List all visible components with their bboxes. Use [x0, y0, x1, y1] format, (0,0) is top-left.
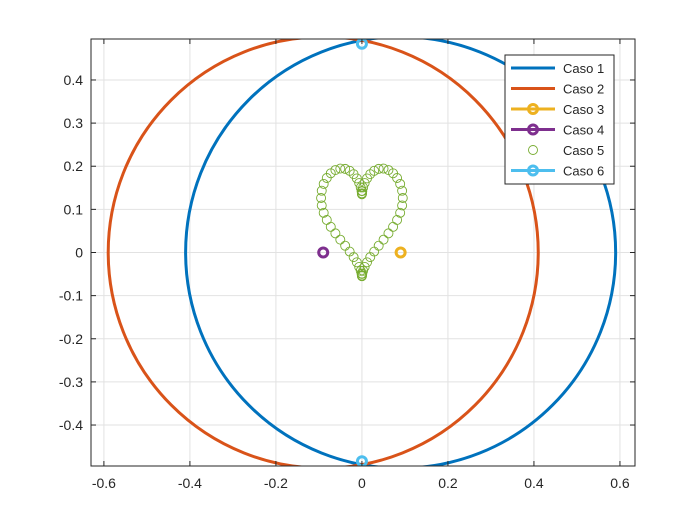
caso-5-point — [335, 234, 346, 245]
legend: Caso 1 Caso 2 Caso 3 Caso 4 Caso 5 Caso 6 — [504, 54, 615, 185]
caso-5-point — [335, 163, 346, 174]
caso-5-point — [397, 200, 408, 211]
legend-label-caso-6: Caso 6 — [563, 164, 604, 179]
y-tick-label: -0.1 — [59, 288, 83, 304]
y-tick-label: -0.4 — [59, 417, 83, 433]
legend-label-caso-1: Caso 1 — [563, 61, 604, 76]
x-tick-label: 0.6 — [610, 475, 630, 491]
caso-5-point — [378, 234, 389, 245]
caso-1-circle-line — [184, 39, 618, 466]
x-tick-label: 0.4 — [524, 475, 544, 491]
plot-series — [106, 39, 618, 466]
legend-marker-caso-5 — [528, 145, 538, 155]
caso-5-point — [318, 178, 329, 189]
axis-ticks: -0.6 -0.4 -0.2 0 0.2 0.4 0.6 0.4 0.3 0.2 0.1 0 -0.1 -… — [59, 39, 635, 491]
legend-marker-caso-4 — [527, 123, 539, 136]
y-tick-label: 0.4 — [64, 72, 84, 88]
legend-label-caso-4: Caso 4 — [563, 123, 604, 138]
caso-5-point — [397, 193, 408, 203]
caso-5-point — [392, 173, 403, 183]
caso-5-point — [388, 221, 399, 232]
caso-5-point — [351, 257, 362, 268]
caso-5-point — [354, 261, 365, 272]
caso-5-point — [355, 182, 366, 193]
caso-5-point — [321, 215, 332, 225]
caso-5-point — [395, 207, 406, 218]
caso-5-point — [383, 228, 394, 239]
x-tick-label: 0.2 — [438, 475, 458, 491]
caso-5-point — [316, 200, 327, 211]
caso-5-point — [330, 228, 341, 239]
y-tick-label: -0.2 — [59, 331, 83, 347]
x-tick-label: -0.2 — [264, 475, 288, 491]
legend-marker-caso-3 — [527, 103, 539, 115]
caso-5-point — [316, 193, 327, 203]
caso-5-point — [378, 163, 389, 174]
x-tick-label: 0 — [358, 475, 366, 491]
caso-5-point — [362, 257, 372, 268]
caso-5-point — [351, 173, 362, 184]
legend-label-caso-5: Caso 5 — [563, 143, 604, 158]
caso-2-circle-line — [106, 39, 540, 466]
caso-5-point — [340, 240, 351, 251]
x-tick-label: -0.6 — [92, 475, 116, 491]
caso-5-point — [365, 169, 376, 180]
y-tick-label: -0.3 — [59, 374, 83, 390]
caso-5-point — [369, 165, 380, 176]
legend-marker-caso-6 — [527, 164, 539, 177]
caso-5-point — [395, 178, 406, 189]
caso-5-point — [365, 252, 376, 263]
caso-5-point — [318, 207, 329, 218]
y-tick-label: 0 — [75, 245, 83, 261]
caso-3-point — [394, 246, 407, 259]
caso-5-point — [340, 163, 351, 174]
caso-5-point — [330, 165, 341, 176]
y-tick-label: 0.3 — [64, 115, 84, 131]
caso-5-point — [348, 252, 359, 263]
caso-5-point — [373, 163, 384, 174]
caso-4-point — [317, 246, 330, 259]
caso-5-point — [316, 185, 327, 196]
caso-5-point — [344, 165, 355, 176]
legend-label-caso-3: Caso 3 — [563, 102, 604, 117]
caso-5-point — [397, 185, 408, 196]
legend-box — [504, 54, 615, 185]
x-tick-label: -0.4 — [178, 475, 202, 491]
y-tick-label: 0.1 — [64, 201, 84, 217]
legend-label-caso-2: Caso 2 — [563, 82, 604, 97]
y-tick-label: 0.2 — [64, 158, 84, 174]
caso-5-point — [356, 188, 367, 199]
caso-5-point — [369, 246, 380, 257]
